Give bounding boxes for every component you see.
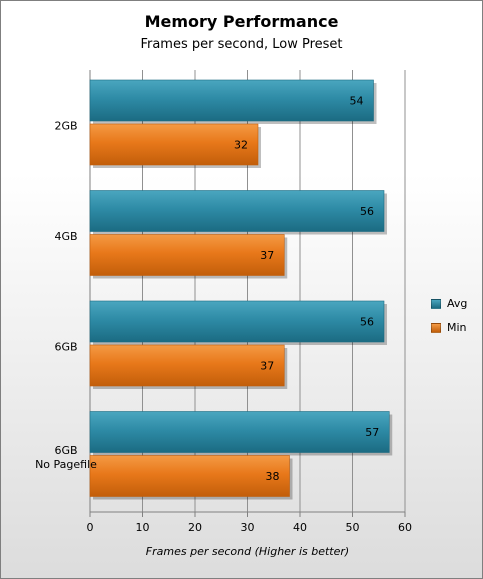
y-category-label: 6GB (54, 444, 77, 457)
bar-value-label: 38 (266, 470, 280, 483)
bar-avg (89, 79, 374, 122)
bar-min (89, 123, 259, 166)
legend-item-min: Min (431, 321, 467, 334)
bar-value-label: 54 (350, 95, 364, 108)
x-tick-label: 20 (188, 521, 202, 534)
bar-avg (89, 300, 385, 343)
x-tick-label: 60 (398, 521, 412, 534)
x-tick-label: 10 (136, 521, 150, 534)
y-category-label: 4GB (54, 230, 77, 243)
chart-subtitle: Frames per second, Low Preset (140, 37, 343, 52)
x-tick-label: 30 (241, 521, 255, 534)
y-category-label: 2GB (54, 119, 77, 132)
legend-label-min: Min (447, 321, 467, 334)
bar-min (89, 234, 285, 276)
bar-min (89, 344, 285, 387)
bar-value-label: 32 (234, 139, 248, 152)
x-tick-label: 0 (87, 521, 94, 534)
chart-title: Memory Performance (144, 12, 339, 31)
bar-value-label: 37 (260, 249, 274, 262)
y-category-label: No Pagefile (35, 458, 97, 471)
x-tick-label: 40 (293, 521, 307, 534)
y-category-label: 6GB (54, 340, 77, 353)
bar-avg (89, 190, 385, 232)
legend-item-avg: Avg (431, 297, 467, 310)
legend-swatch-avg (431, 298, 441, 309)
x-tick-label: 50 (346, 521, 360, 534)
bar-value-label: 56 (360, 316, 374, 329)
legend-label-avg: Avg (447, 297, 468, 310)
legend-swatch-min (431, 322, 441, 333)
x-axis-label: Frames per second (Higher is better) (145, 545, 350, 558)
bar-value-label: 56 (360, 205, 374, 218)
bar-value-label: 57 (365, 426, 379, 439)
bar-value-label: 37 (260, 360, 274, 373)
bar-avg (89, 411, 390, 453)
bar-min (89, 455, 290, 497)
